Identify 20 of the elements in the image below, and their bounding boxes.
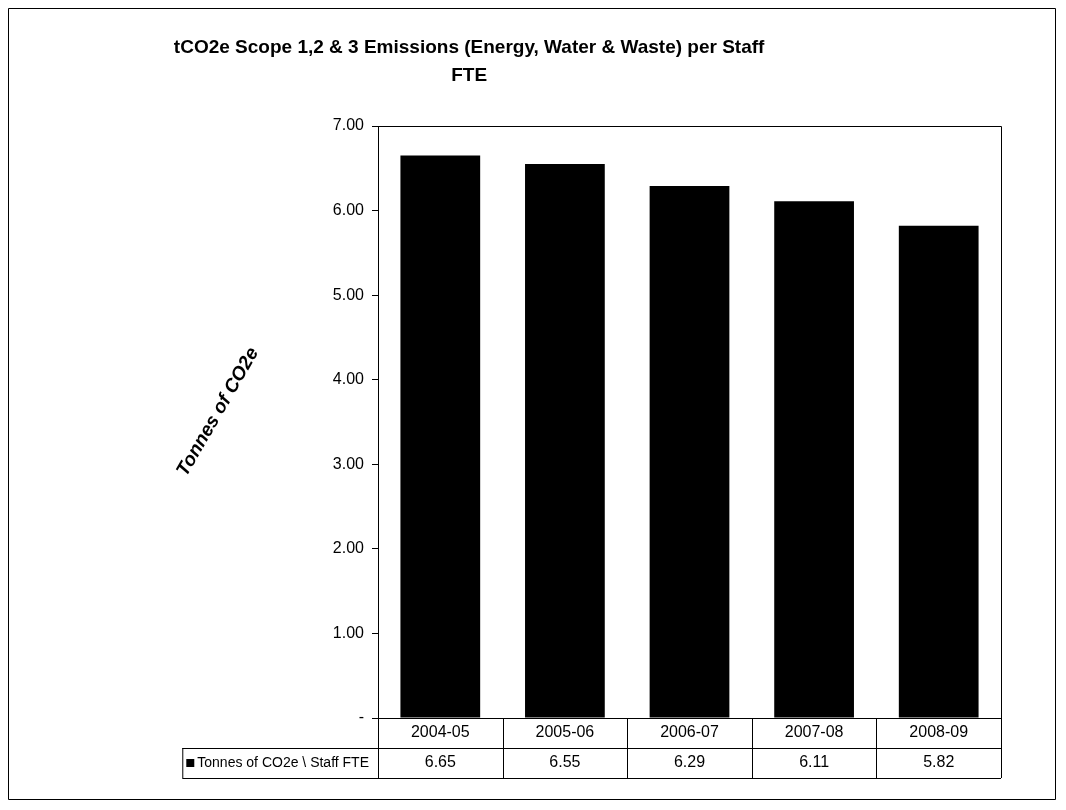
x-tick-label: 2004-05 xyxy=(410,723,470,741)
data-label: 6.29 xyxy=(673,753,706,771)
chart-title: tCO2e Scope 1,2 & 3 Emissions (Energy, Water & Waste) per Staff FTE xyxy=(173,36,766,86)
y-tick-label: 2.00 xyxy=(332,539,365,557)
y-tick-label: - xyxy=(358,708,364,726)
y-tick-label: 4.00 xyxy=(332,370,365,388)
y-tick-label: 1.00 xyxy=(332,623,365,641)
x-tick-label: 2005-06 xyxy=(535,723,595,741)
x-tick-label: 2008-09 xyxy=(909,723,969,741)
data-label: 6.11 xyxy=(799,753,830,771)
x-tick-label: 2006-07 xyxy=(660,723,719,741)
y-tick-label: 7.00 xyxy=(332,116,365,134)
data-label: 6.55 xyxy=(549,753,581,771)
y-tick-label: 6.00 xyxy=(332,200,365,218)
legend-label: Tonnes of CO2e \ Staff FTE xyxy=(197,753,370,770)
data-label: 5.82 xyxy=(923,753,955,771)
y-tick-label: 5.00 xyxy=(332,285,365,303)
data-label: 6.65 xyxy=(424,753,456,771)
x-tick-label: 2007-08 xyxy=(784,723,844,741)
y-tick-label: 3.00 xyxy=(332,454,365,472)
